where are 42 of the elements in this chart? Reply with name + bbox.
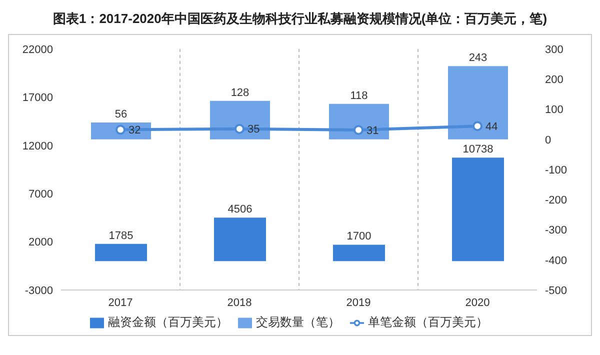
bar	[95, 244, 147, 262]
x-tick-label: 2019	[346, 296, 371, 309]
y2-tick-label: -500	[545, 284, 568, 297]
chart-title: 图表1：2017-2020年中国医药及生物科技行业私募融资规模情况(单位：百万美元，笔)	[52, 10, 548, 28]
y2-tick-label: -100	[545, 164, 568, 176]
data-label: 32	[128, 124, 141, 137]
y2-tick-label: 200	[545, 74, 564, 86]
data-label: 128	[230, 86, 250, 99]
bar	[214, 218, 266, 262]
legend-label: 交易数量（笔）	[256, 315, 340, 329]
x-tick-label: 2020	[465, 296, 490, 309]
y2-tick-label: 300	[545, 44, 564, 56]
data-label: 56	[114, 108, 128, 121]
data-label: 1785	[108, 230, 134, 242]
data-label: 4506	[228, 204, 252, 216]
bar	[448, 66, 508, 140]
bar	[452, 158, 504, 262]
y2-tick-label: 100	[545, 104, 564, 116]
legend-label: 单笔金额（百万美元）	[368, 315, 488, 329]
y-tick-label: -3000	[24, 284, 53, 297]
data-label: 10738	[462, 144, 494, 156]
data-label: 1700	[346, 230, 372, 243]
legend-label: 融资金额（百万美元）	[108, 315, 228, 329]
y2-tick-label: -400	[545, 254, 568, 267]
y2-tick-label: -200	[545, 194, 568, 207]
data-label: 35	[248, 124, 260, 136]
bar	[333, 244, 385, 262]
data-label: 31	[366, 124, 379, 137]
y2-tick-label: 0	[545, 134, 552, 146]
x-tick-label: 2018	[227, 296, 252, 309]
y-tick-label: 17000	[22, 92, 53, 104]
data-label: 243	[468, 52, 488, 64]
y2-tick-label: -300	[545, 224, 568, 237]
data-label: 118	[350, 90, 368, 102]
x-tick-label: 2017	[108, 296, 133, 309]
bar	[210, 100, 270, 140]
data-label: 44	[486, 121, 498, 134]
y-tick-label: 22000	[22, 44, 53, 56]
y-tick-label: 2000	[28, 236, 53, 249]
y-tick-label: 7000	[28, 188, 53, 201]
bar	[329, 104, 389, 140]
y-tick-label: 12000	[22, 140, 53, 152]
